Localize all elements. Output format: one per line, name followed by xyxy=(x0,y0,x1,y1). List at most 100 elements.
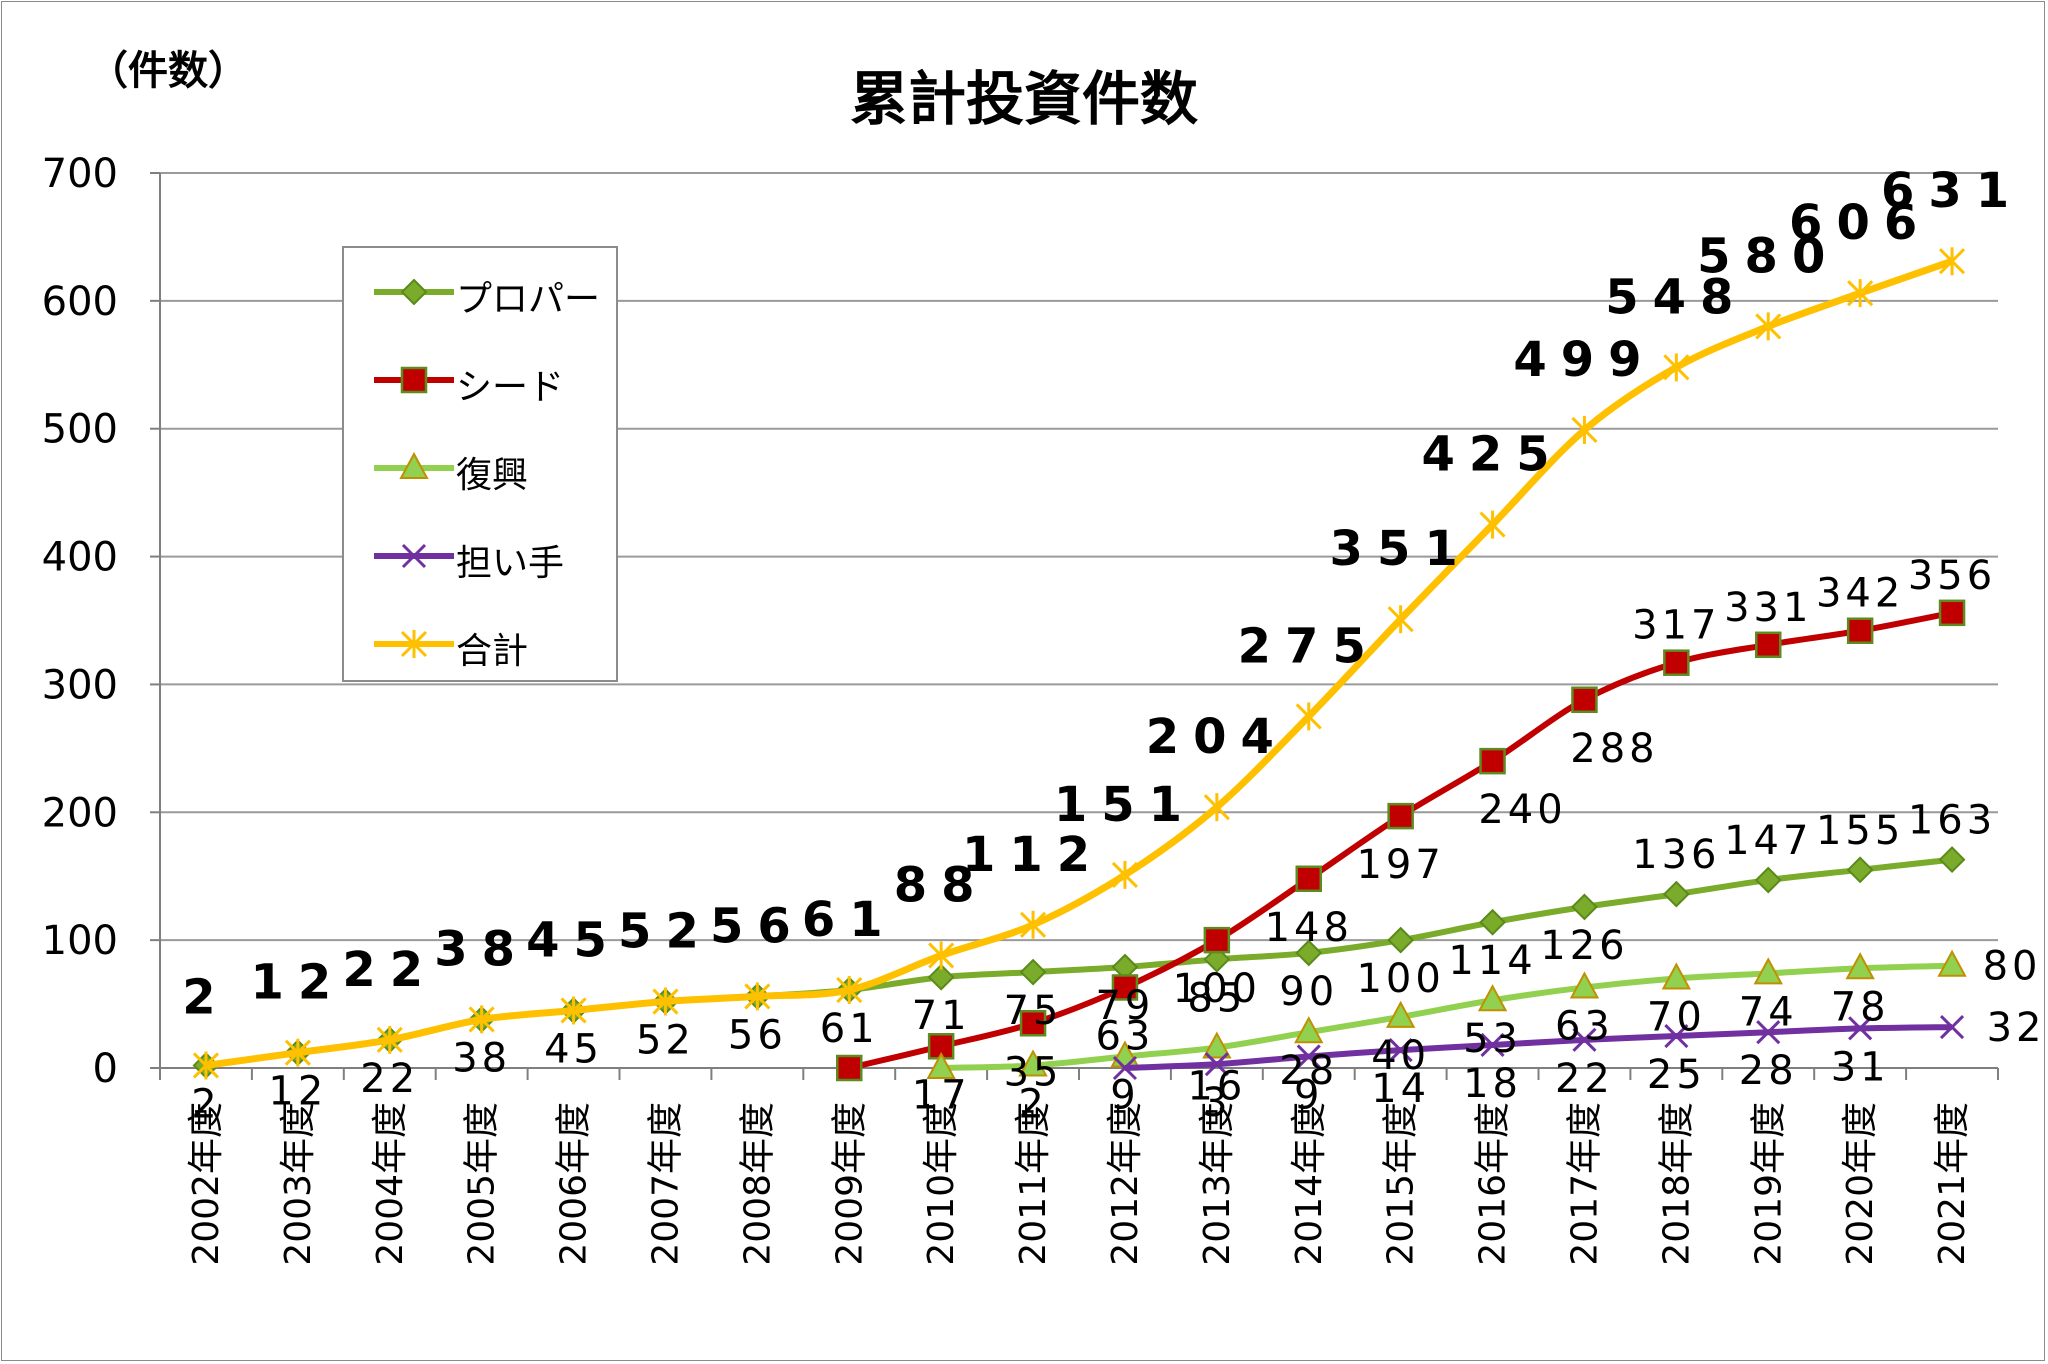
data-label-合計: 580 xyxy=(1697,228,1839,284)
marker-担い手 xyxy=(401,543,427,569)
marker-復興 xyxy=(1845,952,1875,980)
marker-復興 xyxy=(1569,971,1600,999)
legend-item-シード: シード xyxy=(344,350,616,410)
x-tick-label: 2012年度 xyxy=(1105,1102,1146,1266)
legend-item-担い手: 担い手 xyxy=(344,526,616,586)
data-label-合計: 548 xyxy=(1605,269,1747,325)
data-label-プロパー: 147 xyxy=(1724,818,1812,864)
marker-シード xyxy=(1387,802,1414,830)
marker-シード xyxy=(400,366,428,394)
x-tick-label: 2002年度 xyxy=(186,1102,227,1266)
marker-合計 xyxy=(1111,860,1139,889)
data-label-シード: 240 xyxy=(1478,787,1566,833)
data-label-プロパー: 38 xyxy=(452,1035,511,1081)
legend-item-復興: 復興 xyxy=(344,438,616,498)
legend-label: 担い手 xyxy=(456,543,565,584)
x-tick-label: 2020年度 xyxy=(1840,1102,1881,1266)
data-label-合計: 499 xyxy=(1513,332,1655,388)
marker-合計 xyxy=(1295,702,1322,731)
x-tick-label: 2009年度 xyxy=(829,1102,870,1266)
data-label-復興: 78 xyxy=(1831,984,1890,1030)
data-label-シード: 288 xyxy=(1570,726,1658,772)
data-label-シード: 63 xyxy=(1095,1013,1154,1059)
data-label-担い手: 32 xyxy=(1987,1005,2046,1051)
marker-合計 xyxy=(744,982,771,1011)
data-label-担い手: 22 xyxy=(1555,1056,1614,1102)
data-label-合計: 351 xyxy=(1330,521,1472,577)
legend-swatch xyxy=(374,543,454,569)
marker-プロパー xyxy=(1571,893,1598,921)
x-tick-label: 2006年度 xyxy=(554,1102,595,1266)
data-label-合計: 52 xyxy=(618,904,713,960)
data-label-担い手: 14 xyxy=(1371,1066,1430,1112)
marker-プロパー xyxy=(1754,866,1782,894)
marker-復興 xyxy=(399,451,429,479)
data-label-合計: 22 xyxy=(342,942,437,998)
x-tick-label: 2008年度 xyxy=(737,1102,778,1266)
data-label-プロパー: 75 xyxy=(1004,988,1063,1034)
data-label-プロパー: 22 xyxy=(360,1056,419,1102)
data-label-担い手: 18 xyxy=(1463,1061,1522,1107)
data-label-復興: 2 xyxy=(1018,1081,1047,1127)
x-tick-label: 2018年度 xyxy=(1656,1102,1697,1266)
data-label-合計: 275 xyxy=(1238,618,1380,674)
y-tick-label: 600 xyxy=(42,279,118,325)
data-label-プロパー: 12 xyxy=(268,1069,327,1115)
data-label-プロパー: 56 xyxy=(728,1012,787,1058)
marker-プロパー xyxy=(1295,939,1323,967)
data-label-シード: 197 xyxy=(1356,842,1444,888)
data-label-シード: 342 xyxy=(1816,571,1904,617)
data-label-合計: 631 xyxy=(1881,163,2023,219)
data-label-合計: 204 xyxy=(1146,709,1288,765)
legend-label: 復興 xyxy=(456,455,529,496)
x-tick-label: 2015年度 xyxy=(1381,1102,1422,1266)
data-label-プロパー: 136 xyxy=(1632,832,1720,878)
data-label-復興: 28 xyxy=(1279,1048,1338,1094)
data-label-シード: 356 xyxy=(1908,553,1996,599)
marker-合計 xyxy=(400,630,428,658)
data-label-担い手: 9 xyxy=(1294,1072,1323,1118)
marker-復興 xyxy=(1202,1031,1232,1059)
marker-合計 xyxy=(836,976,863,1005)
legend-swatch xyxy=(374,451,454,479)
chart-title: 累計投資件数 xyxy=(849,65,1198,133)
marker-シード xyxy=(1019,1010,1047,1037)
marker-シード xyxy=(1295,865,1322,893)
data-label-合計: 45 xyxy=(526,912,621,968)
data-label-担い手: 25 xyxy=(1647,1052,1706,1098)
x-tick-label: 2004年度 xyxy=(370,1102,411,1266)
data-label-復興: 9 xyxy=(1110,1072,1139,1118)
y-tick-label: 400 xyxy=(42,535,118,581)
marker-合計 xyxy=(1203,793,1230,822)
data-label-復興: 16 xyxy=(1187,1064,1246,1110)
marker-担い手 xyxy=(1296,1044,1321,1069)
data-label-合計: 88 xyxy=(894,857,989,913)
x-tick-label: 2011年度 xyxy=(1013,1102,1054,1266)
x-tick-label: 2003年度 xyxy=(278,1102,319,1266)
marker-シード xyxy=(1846,617,1874,644)
marker-プロパー xyxy=(1662,880,1690,908)
marker-プロパー xyxy=(1479,908,1506,936)
marker-シード xyxy=(1938,599,1966,627)
marker-復興 xyxy=(1477,984,1508,1012)
data-label-復興: 70 xyxy=(1647,995,1706,1041)
chart-legend: プロパー シード 復興 担い手 合計 xyxy=(342,246,618,682)
y-axis-unit-label: （件数） xyxy=(88,48,248,94)
marker-シード xyxy=(1203,926,1231,954)
data-label-合計: 2 xyxy=(182,969,229,1025)
x-tick-label: 2017年度 xyxy=(1564,1102,1605,1266)
marker-シード xyxy=(836,1054,863,1082)
data-label-復興: 53 xyxy=(1463,1016,1522,1062)
marker-合計 xyxy=(928,941,955,970)
marker-合計 xyxy=(1019,910,1047,939)
data-label-担い手: 28 xyxy=(1739,1048,1798,1094)
y-tick-label: 500 xyxy=(42,407,118,453)
legend-swatch xyxy=(374,366,454,394)
x-tick-label: 2016年度 xyxy=(1473,1102,1514,1266)
x-tick-label: 2010年度 xyxy=(921,1102,962,1266)
marker-シード xyxy=(1571,686,1598,714)
marker-合計 xyxy=(468,1005,495,1034)
x-tick-label: 2014年度 xyxy=(1289,1102,1330,1266)
marker-合計 xyxy=(376,1025,403,1054)
